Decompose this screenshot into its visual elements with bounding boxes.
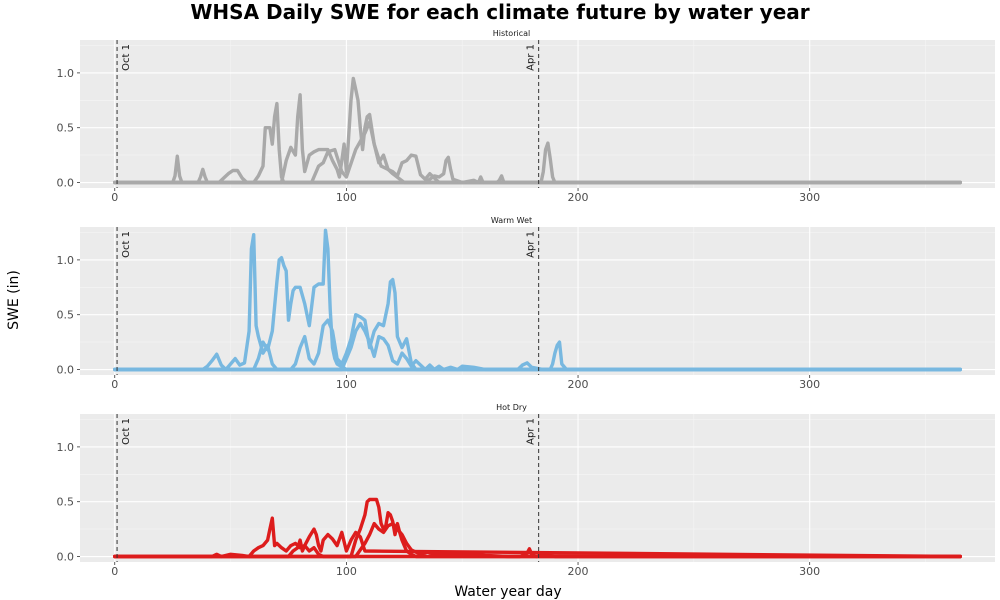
series-line (113, 527, 962, 559)
y-tick-label: 0.5 (57, 496, 75, 509)
reference-vline-label: Apr 1 (526, 418, 537, 445)
reference-vline-label: Oct 1 (121, 44, 132, 71)
y-tick-label: 1.0 (57, 441, 75, 454)
panel-strip-label: Warm Wet (491, 216, 532, 225)
panel-warm-wet: Warm Wet 0.0 0.5 1.0 0 100 200 300 Oct 1 Apr 1 (57, 216, 995, 391)
panel-historical: Historical 0.0 0.5 1.0 0 100 200 300 Oct 1 Apr 1 (57, 29, 995, 204)
series-line (113, 521, 962, 559)
x-tick-label: 200 (568, 565, 589, 578)
series-line (113, 497, 962, 559)
series-line (113, 228, 962, 372)
y-tick-label: 0.5 (57, 309, 75, 322)
y-tick-label: 0.0 (57, 177, 75, 190)
x-tick-label: 200 (568, 191, 589, 204)
panel-hot-dry: Hot Dry 0.0 0.5 1.0 0 100 200 300 Oct 1 Apr 1 (57, 403, 995, 578)
y-tick-label: 1.0 (57, 67, 75, 80)
y-tick-label: 0.0 (57, 364, 75, 377)
chart-title: WHSA Daily SWE for each climate future b… (190, 0, 810, 24)
x-tick-label: 300 (799, 378, 820, 391)
reference-vline-label: Apr 1 (526, 44, 537, 71)
panel-background (80, 40, 995, 188)
reference-vline-label: Oct 1 (121, 418, 132, 445)
x-tick-label: 100 (336, 191, 357, 204)
reference-vline-label: Apr 1 (526, 231, 537, 258)
panel-background (80, 414, 995, 562)
series-line (113, 141, 962, 185)
series-line (113, 154, 962, 185)
x-tick-label: 0 (111, 191, 118, 204)
x-tick-label: 300 (799, 191, 820, 204)
x-tick-label: 0 (111, 565, 118, 578)
x-tick-label: 100 (336, 565, 357, 578)
x-tick-label: 0 (111, 378, 118, 391)
x-tick-label: 300 (799, 565, 820, 578)
series-line (113, 120, 962, 185)
series-line (113, 277, 962, 372)
x-tick-label: 100 (336, 378, 357, 391)
x-axis-title: Water year day (454, 584, 561, 600)
x-tick-label: 200 (568, 378, 589, 391)
panel-background (80, 227, 995, 375)
y-axis-title: SWE (in) (6, 270, 22, 330)
panel-strip-label: Hot Dry (496, 403, 527, 412)
y-tick-label: 1.0 (57, 254, 75, 267)
panel-strip-label: Historical (493, 29, 530, 38)
y-tick-label: 0.5 (57, 122, 75, 135)
series-line (113, 516, 962, 559)
y-tick-label: 0.0 (57, 551, 75, 564)
series-line (113, 340, 962, 372)
reference-vline-label: Oct 1 (121, 231, 132, 258)
